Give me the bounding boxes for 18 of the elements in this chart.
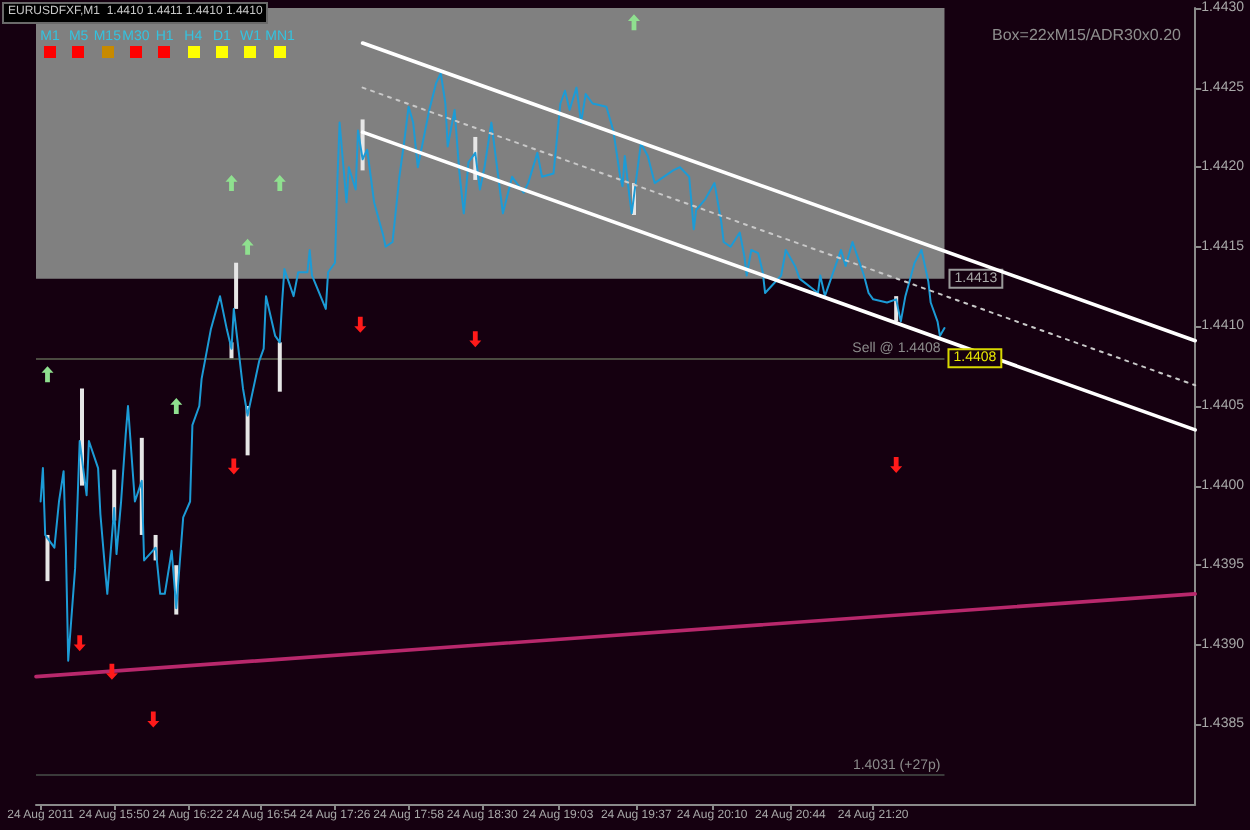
- point: [273, 175, 286, 192]
- point: [890, 456, 903, 473]
- point: [170, 398, 183, 414]
- line-series: [39, 72, 946, 662]
- point: [469, 331, 482, 348]
- point: [354, 316, 367, 333]
- point: [147, 711, 160, 728]
- point: [241, 238, 254, 255]
- point: [105, 663, 118, 680]
- bar: [234, 262, 239, 309]
- point: [73, 635, 86, 652]
- point: [627, 14, 640, 31]
- bar: [45, 534, 50, 582]
- point: [41, 366, 54, 383]
- bar: [277, 342, 282, 392]
- annotation: Box=22xM15/ADR30x0.20: [992, 26, 1181, 46]
- point: [225, 175, 238, 192]
- point: [227, 458, 240, 475]
